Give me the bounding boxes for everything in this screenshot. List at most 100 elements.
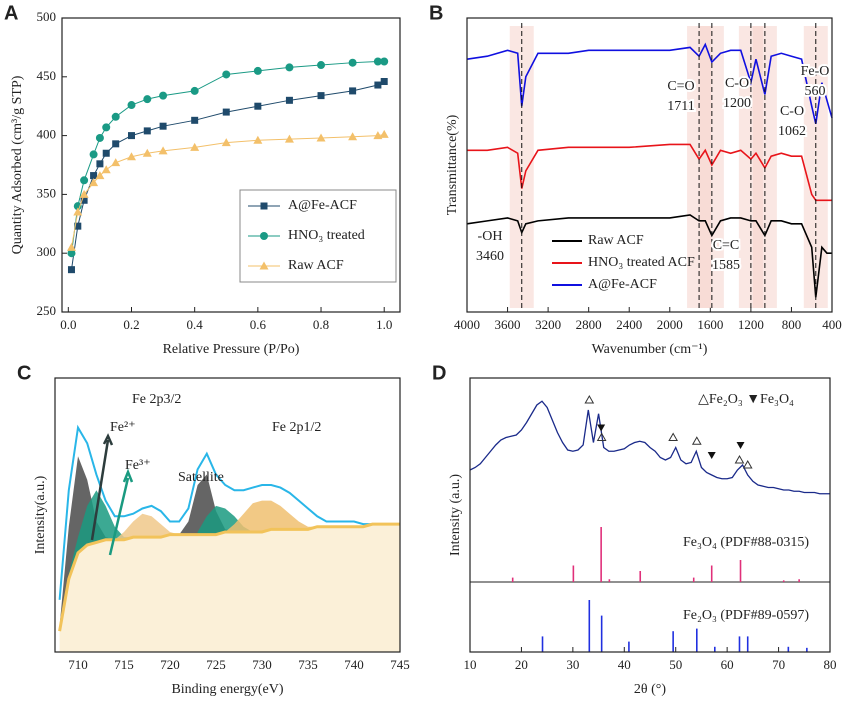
peak-wavenumber: 1585 <box>712 258 740 273</box>
marker <box>349 87 357 95</box>
component-peak <box>179 474 235 535</box>
legend-label: Raw ACF <box>588 233 644 248</box>
marker <box>101 165 111 174</box>
arrow <box>108 468 134 556</box>
plot-frame <box>469 377 831 653</box>
x-tick-label: 2800 <box>576 317 602 332</box>
y-tick-label: 300 <box>37 244 57 259</box>
x-tick-label: 735 <box>298 657 318 672</box>
marker <box>90 172 98 180</box>
component-peak <box>114 513 180 540</box>
arrow <box>90 433 114 541</box>
legend-label: A@Fe-ACF <box>288 198 357 213</box>
marker <box>373 57 382 66</box>
marker <box>102 123 111 132</box>
x-axis-label: 2θ (°) <box>634 682 666 697</box>
component-peak <box>225 500 318 532</box>
marker <box>222 108 230 116</box>
spectrum-line <box>467 143 832 202</box>
marker <box>284 134 294 143</box>
y-tick-label: 350 <box>37 185 57 200</box>
marker <box>285 96 293 104</box>
phase-marker <box>742 459 753 469</box>
y-tick-label: 450 <box>37 68 57 83</box>
marker <box>66 242 76 251</box>
peak-wavenumber: 3460 <box>476 249 504 264</box>
marker <box>159 122 167 130</box>
plot-frame <box>61 17 401 313</box>
xrd-pattern <box>469 400 830 495</box>
peak-group: Fe-O <box>801 64 830 79</box>
y-axis-label: Transmittance(%) <box>445 114 460 215</box>
marker <box>127 132 135 140</box>
peak-wavenumber: 560 <box>805 84 826 99</box>
panel-label: C <box>17 362 31 384</box>
marker <box>348 132 358 141</box>
x-tick-label: 0.2 <box>123 317 139 332</box>
y-axis-label: Quantity Adsorbed (cm³/g STP) <box>10 75 25 254</box>
phase-marker <box>584 394 595 404</box>
marker <box>143 127 151 135</box>
x-tick-label: 740 <box>344 657 364 672</box>
phase-marker <box>668 432 679 441</box>
marker <box>96 160 104 168</box>
marker <box>348 58 357 67</box>
x-tick-label: 50 <box>669 657 682 672</box>
marker <box>253 66 262 75</box>
marker <box>111 112 120 121</box>
peak-group: -OH <box>478 229 503 244</box>
marker <box>127 101 136 110</box>
component-peak <box>68 490 134 579</box>
x-tick-label: 720 <box>160 657 180 672</box>
x-axis-label: Binding energy(eV) <box>171 682 283 697</box>
marker <box>79 189 89 198</box>
panel-label: B <box>429 2 443 24</box>
marker <box>67 266 75 274</box>
x-tick-label: 3600 <box>495 317 521 332</box>
x-tick-label: 20 <box>515 657 528 672</box>
y-axis-label: Intensity(a.u.) <box>33 475 48 554</box>
x-tick-label: 0.4 <box>187 317 204 332</box>
y-tick-label: 500 <box>37 9 57 24</box>
plot-frame <box>466 17 833 313</box>
x-tick-label: 725 <box>206 657 226 672</box>
panel-label: D <box>432 362 446 384</box>
phase-marker <box>736 442 745 449</box>
marker <box>373 131 383 140</box>
spectrum-line <box>466 214 832 298</box>
series-line <box>70 81 385 270</box>
peak-group: C=C <box>713 238 740 253</box>
marker <box>102 149 110 157</box>
x-tick-label: 2000 <box>657 317 683 332</box>
x-tick-label: 4000 <box>454 317 480 332</box>
peak-wavenumber: 1200 <box>723 96 751 111</box>
peak-wavenumber: 1711 <box>667 99 694 114</box>
y-tick-label: 400 <box>37 127 57 142</box>
x-tick-label: 60 <box>721 657 734 672</box>
marker <box>89 150 98 159</box>
x-axis-label: Relative Pressure (P/Po) <box>163 342 300 357</box>
peak-wavenumber: 1062 <box>778 124 806 139</box>
marker <box>126 152 136 161</box>
marker <box>112 140 120 148</box>
phase-marker <box>597 424 606 432</box>
legend-label: Raw ACF <box>288 258 344 273</box>
legend-label: A@Fe-ACF <box>588 277 657 292</box>
x-axis-label: Wavenumber (cm⁻¹) <box>592 342 708 357</box>
marker <box>73 207 83 216</box>
marker <box>191 116 199 124</box>
legend-label: HNO₃ treated <box>288 228 365 243</box>
x-tick-label: 70 <box>772 657 785 672</box>
marker <box>73 202 82 211</box>
peak-annotation: Satellite <box>178 470 224 485</box>
marker <box>374 81 382 89</box>
phase-marker <box>691 436 702 445</box>
marker <box>142 148 152 157</box>
x-tick-label: 80 <box>824 657 837 672</box>
phase-marker <box>596 432 607 441</box>
x-tick-label: 0.8 <box>313 317 329 332</box>
peak-annotation: Fe³⁺ <box>125 458 151 473</box>
y-axis-label: Intensity (a.u.) <box>448 474 463 556</box>
marker <box>222 70 231 79</box>
